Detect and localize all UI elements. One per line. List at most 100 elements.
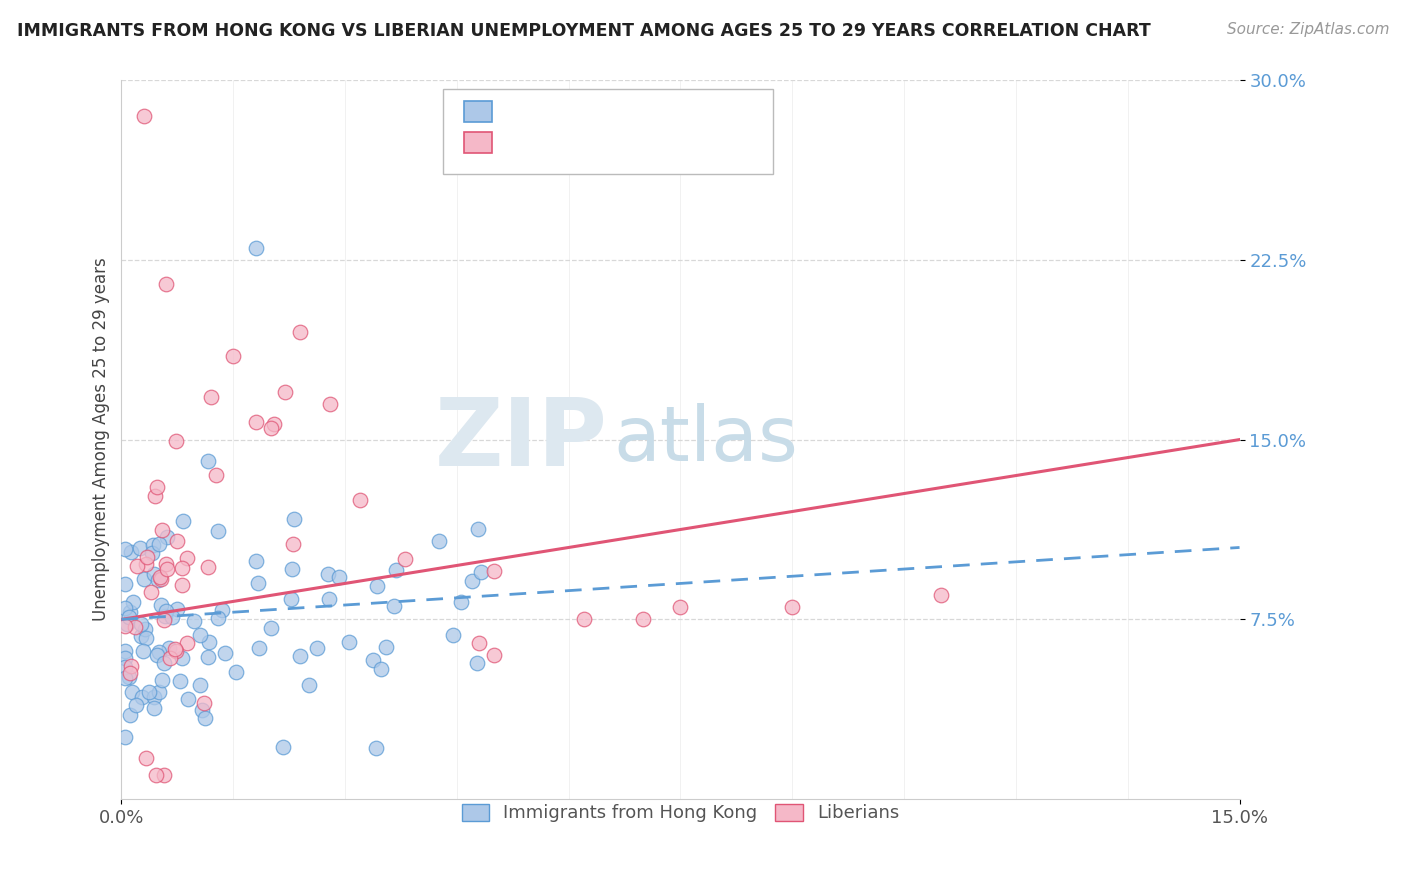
Text: R =: R = <box>499 134 538 152</box>
Point <box>375 640 398 655</box>
Point <box>129 616 152 631</box>
Text: 66: 66 <box>616 134 641 152</box>
Point <box>170 650 193 665</box>
Point <box>142 538 165 552</box>
Point <box>159 651 181 665</box>
Point <box>131 690 153 705</box>
Point <box>117 609 139 624</box>
Point <box>134 622 156 636</box>
Point <box>120 544 142 558</box>
Point <box>143 566 166 581</box>
Point <box>118 670 141 684</box>
Point <box>165 644 187 658</box>
Point <box>194 711 217 725</box>
Point <box>124 619 146 633</box>
Point <box>148 685 170 699</box>
Point <box>115 617 138 632</box>
Point <box>225 665 247 679</box>
Point <box>114 671 136 685</box>
Point <box>205 467 228 482</box>
Point <box>247 640 270 655</box>
Y-axis label: Unemployment Among Ages 25 to 29 years: Unemployment Among Ages 25 to 29 years <box>93 258 110 622</box>
Point <box>931 589 953 603</box>
Point <box>468 636 491 650</box>
Point <box>169 673 191 688</box>
Point <box>114 619 136 633</box>
Text: N =: N = <box>586 134 626 152</box>
Point <box>280 592 302 607</box>
Point <box>114 659 136 673</box>
Point <box>222 349 245 363</box>
Point <box>142 690 165 705</box>
Point <box>318 567 340 582</box>
Point <box>114 542 136 557</box>
Text: 92: 92 <box>616 103 641 120</box>
Point <box>247 575 270 590</box>
Point <box>183 614 205 628</box>
Point <box>441 628 464 642</box>
Point <box>283 512 305 526</box>
Point <box>318 591 340 606</box>
Point <box>114 651 136 665</box>
Point <box>150 523 173 537</box>
Point <box>245 415 267 429</box>
Point <box>114 643 136 657</box>
Text: IMMIGRANTS FROM HONG KONG VS LIBERIAN UNEMPLOYMENT AMONG AGES 25 TO 29 YEARS COR: IMMIGRANTS FROM HONG KONG VS LIBERIAN UN… <box>17 22 1150 40</box>
Point <box>290 325 312 339</box>
Point <box>283 537 305 551</box>
Point <box>384 563 406 577</box>
Point <box>172 514 194 528</box>
Point <box>155 609 177 624</box>
Point <box>142 701 165 715</box>
Point <box>290 649 312 664</box>
Point <box>782 600 804 615</box>
Point <box>122 595 145 609</box>
Point <box>156 530 179 544</box>
Point <box>274 384 297 399</box>
Point <box>197 560 219 574</box>
Point <box>135 751 157 765</box>
Point <box>120 708 142 723</box>
Point <box>366 579 388 593</box>
Point <box>245 241 267 255</box>
Point <box>114 577 136 591</box>
Point <box>148 645 170 659</box>
Point <box>165 642 187 657</box>
Point <box>370 662 392 676</box>
Point <box>669 600 692 615</box>
Point <box>149 572 172 586</box>
Point <box>155 557 177 571</box>
Point <box>200 390 222 404</box>
Point <box>153 768 176 782</box>
Point <box>172 561 194 575</box>
Point <box>120 666 142 681</box>
Point <box>160 610 183 624</box>
Point <box>120 605 142 619</box>
Point <box>150 673 173 687</box>
Point <box>207 610 229 624</box>
Point <box>470 565 492 579</box>
Point <box>149 570 172 584</box>
Point <box>176 550 198 565</box>
Point <box>245 554 267 568</box>
Point <box>148 573 170 587</box>
Point <box>427 534 450 549</box>
Point <box>450 595 472 609</box>
Text: N =: N = <box>586 103 626 120</box>
Point <box>337 634 360 648</box>
Point <box>197 650 219 665</box>
Point <box>132 109 155 123</box>
Point <box>382 599 405 613</box>
Point <box>166 602 188 616</box>
Point <box>364 741 387 756</box>
Point <box>135 632 157 646</box>
Point <box>191 703 214 717</box>
Point <box>298 678 321 692</box>
Point <box>349 492 371 507</box>
Point <box>138 685 160 699</box>
Point <box>146 480 169 494</box>
Point <box>188 677 211 691</box>
Point <box>197 453 219 467</box>
Point <box>572 612 595 626</box>
Point <box>114 600 136 615</box>
